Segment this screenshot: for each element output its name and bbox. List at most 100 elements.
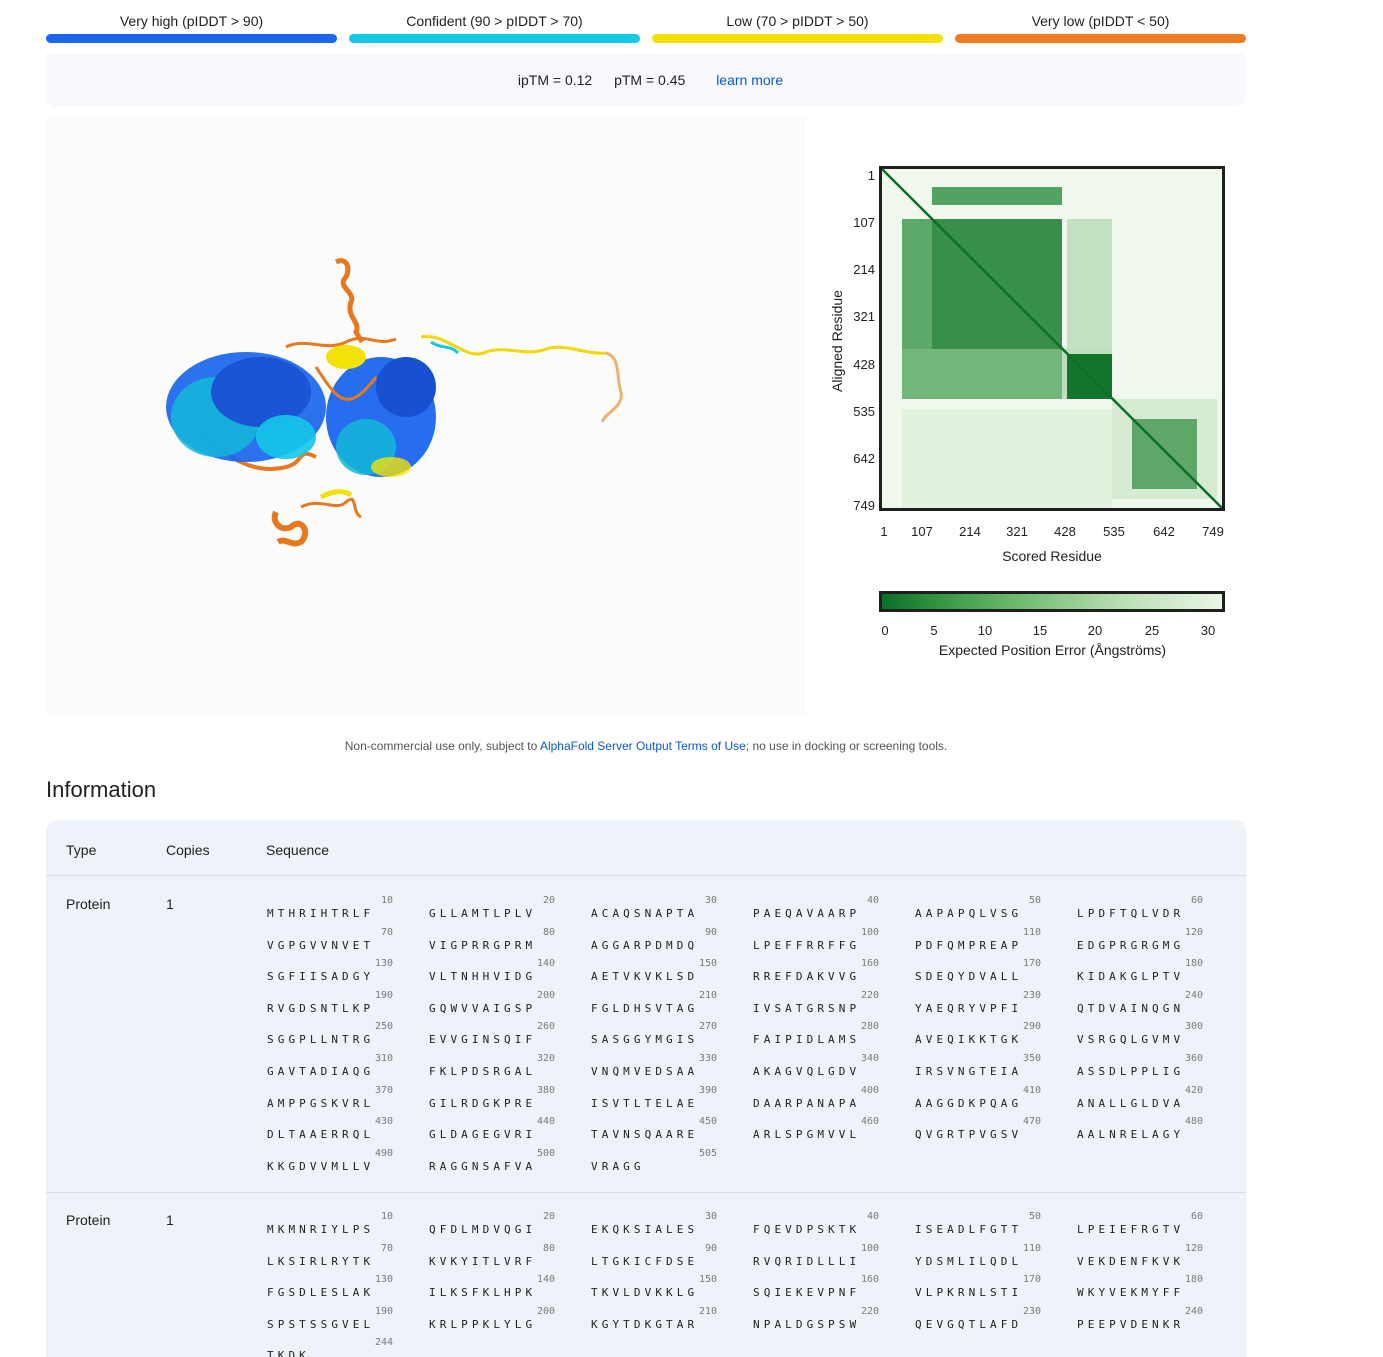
x-tick: 749 xyxy=(1202,524,1224,539)
sequence-table: Type Copies Sequence Protein 1 10 MTHRIHT… xyxy=(46,820,1246,1357)
residue-sequence: FKLPDSRGAL xyxy=(429,1065,537,1078)
residue-sequence: VLTNHHVIDG xyxy=(429,970,537,984)
sequence-block: 110 YDSMLILQDL xyxy=(915,1243,1041,1273)
residue-sequence: RVGDSNTLKP xyxy=(267,1001,375,1015)
residue-sequence: ISVTLTELAE xyxy=(591,1096,699,1110)
colorbar-tick: 5 xyxy=(930,623,938,638)
colorbar-label: Expected Position Error (Ångströms) xyxy=(938,642,1167,658)
residue-sequence: RAGGNSAFVA xyxy=(429,1159,537,1173)
residue-sequence: RREFDAKVVG xyxy=(753,970,861,984)
residue-index: 120 xyxy=(1184,1242,1203,1254)
residue-index: 140 xyxy=(536,1274,555,1286)
information-heading: Information xyxy=(46,777,157,802)
residue-index: 370 xyxy=(374,1084,393,1096)
sequence-block: 290 AVEQIKKTGK xyxy=(915,1021,1041,1051)
residue-sequence: KRLPPKLYLG xyxy=(429,1317,537,1331)
sequence-block: 60 LPDFTQLVDR xyxy=(1077,895,1203,925)
y-tick: 321 xyxy=(853,309,875,324)
iptm-value: ipTM = 0.12 xyxy=(517,72,593,88)
sequence-block: 20 QFDLMDVQGI xyxy=(429,1211,555,1241)
pae-heatmap-image xyxy=(882,169,1222,508)
residue-sequence: AKAGVQLGDV xyxy=(753,1065,861,1078)
residue-index: 110 xyxy=(1022,1242,1041,1254)
residue-sequence: ISEADLFGTT xyxy=(915,1223,1023,1236)
sequence-block: 370 AMPPGSKVRL xyxy=(267,1085,393,1115)
sequence-block: 410 AAGGDKPQAG xyxy=(915,1085,1041,1115)
residue-sequence: DLTAAERRQL xyxy=(267,1128,375,1142)
sequence-block: 100 RVQRIDLLLI xyxy=(753,1243,879,1273)
residue-sequence: GAVTADIAQG xyxy=(267,1065,375,1078)
residue-index: 180 xyxy=(1184,958,1203,970)
residue-sequence: FGSDLESLAK xyxy=(267,1286,375,1300)
residue-sequence: FAIPIDLAMS xyxy=(753,1033,861,1047)
sequence-block: 170 VLPKRNLSTI xyxy=(915,1274,1041,1304)
sequence-block: 230 YAEQRYVPFI xyxy=(915,990,1041,1020)
y-tick: 1 xyxy=(867,168,875,183)
sequence-block: 505 VRAGG xyxy=(591,1148,717,1178)
sequence-block: 200 GQWVVAIGSP xyxy=(429,990,555,1020)
legend-low: Low (70 > pIDDT > 50) xyxy=(652,12,943,43)
colorbar-tick: 25 xyxy=(1144,623,1160,638)
y-tick: 107 xyxy=(853,215,875,230)
residue-sequence: VLPKRNLSTI xyxy=(915,1286,1023,1300)
sequence-block: 180 KIDAKGLPTV xyxy=(1077,958,1203,988)
x-tick: 535 xyxy=(1103,524,1125,539)
residue-index: 10 xyxy=(380,895,393,906)
row-type: Protein xyxy=(66,1212,111,1228)
sequence-block: 430 DLTAAERRQL xyxy=(267,1116,393,1146)
residue-index: 250 xyxy=(374,1021,393,1033)
sequence-block: 50 AAPAPQLVSG xyxy=(915,895,1041,925)
residue-sequence: WKYVEKMYFF xyxy=(1077,1286,1185,1300)
residue-index: 220 xyxy=(860,989,879,1001)
y-tick: 428 xyxy=(853,357,875,372)
residue-index: 270 xyxy=(698,1021,717,1033)
sequence-block: 30 ACAQSNAPTA xyxy=(591,895,717,925)
residue-index: 200 xyxy=(536,989,555,1001)
sequence-block: 220 NPALDGSPSW xyxy=(753,1306,879,1336)
sequence-block: 190 RVGDSNTLKP xyxy=(267,990,393,1020)
residue-sequence: EKQKSIALES xyxy=(591,1223,699,1236)
residue-sequence: SASGGYMGIS xyxy=(591,1033,699,1047)
legend-very-high: Very high (pIDDT > 90) xyxy=(46,12,337,43)
residue-sequence: PAEQAVAARP xyxy=(753,907,861,920)
pae-heatmap[interactable] xyxy=(879,166,1225,511)
residue-index: 500 xyxy=(536,1147,555,1159)
sequence-block: 450 TAVNSQAARE xyxy=(591,1116,717,1146)
learn-more-link[interactable]: learn more xyxy=(716,72,784,88)
residue-index: 210 xyxy=(698,989,717,1001)
residue-index: 230 xyxy=(1022,1305,1041,1317)
structure-viewer[interactable] xyxy=(46,117,806,715)
sequence-block: 130 SGFIISADGY xyxy=(267,958,393,988)
sequence-block: 80 KVKYITLVRF xyxy=(429,1243,555,1273)
sequence-block: 440 GLDAGEGVRI xyxy=(429,1116,555,1146)
residue-index: 420 xyxy=(1184,1084,1203,1096)
sequence-block: 160 RREFDAKVVG xyxy=(753,958,879,988)
residue-sequence: ACAQSNAPTA xyxy=(591,907,699,920)
residue-index: 340 xyxy=(860,1053,879,1064)
residue-sequence: QTDVAINQGN xyxy=(1077,1001,1185,1015)
residue-sequence: FQEVDPSKTK xyxy=(753,1223,861,1236)
residue-sequence: LPEIEFRGTV xyxy=(1077,1223,1185,1236)
sequence-block: 40 FQEVDPSKTK xyxy=(753,1211,879,1241)
residue-index: 220 xyxy=(860,1305,879,1317)
table-header: Type Copies Sequence xyxy=(46,820,1246,876)
sequence-block: 70 LKSIRLRYTK xyxy=(267,1243,393,1273)
residue-index: 360 xyxy=(1184,1053,1203,1064)
sequence-block: 220 IVSATGRSNP xyxy=(753,990,879,1020)
header-copies: Copies xyxy=(166,842,210,858)
x-tick: 321 xyxy=(1006,524,1028,539)
sequence-block: 390 ISVTLTELAE xyxy=(591,1085,717,1115)
residue-index: 160 xyxy=(860,958,879,970)
sequence-block: 190 SPSTSSGVEL xyxy=(267,1306,393,1336)
terms-of-use-link[interactable]: AlphaFold Server Output Terms of Use xyxy=(539,739,746,753)
sequence-block: 470 QVGRTPVGSV xyxy=(915,1116,1041,1146)
sequence-block: 460 ARLSPGMVVL xyxy=(753,1116,879,1146)
sequence-block: 120 EDGPRGRGMG xyxy=(1077,927,1203,957)
y-tick: 535 xyxy=(853,404,875,419)
residue-index: 240 xyxy=(1184,989,1203,1001)
sequence-block: 270 SASGGYMGIS xyxy=(591,1021,717,1051)
residue-sequence: SGFIISADGY xyxy=(267,970,375,984)
colorbar-tick: 10 xyxy=(977,623,993,638)
residue-sequence: ARLSPGMVVL xyxy=(753,1128,861,1142)
